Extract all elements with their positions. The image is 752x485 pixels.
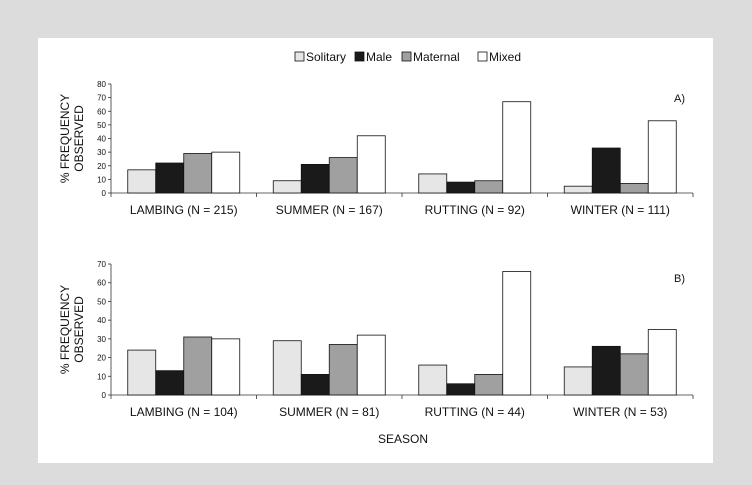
y-tick-label: 30 [97,335,106,344]
bar-male-winter [591,147,621,194]
bar-solitary-rutting [418,364,448,396]
bar-mixed-summer [356,135,386,194]
bar-solitary-winter [563,366,593,396]
legend-label-maternal: Maternal [413,50,460,64]
y-tick-label: 60 [97,107,106,116]
bar-maternal-winter [619,353,649,396]
bar-maternal-rutting [474,180,504,194]
y-axis-title-line: OBSERVED [72,296,86,363]
x-category-label: WINTER (N = 53) [573,405,667,419]
bar-solitary-summer [272,180,302,194]
y-tick-label: 10 [97,175,106,184]
x-category-label: WINTER (N = 111) [571,203,670,217]
y-tick-label: 70 [97,94,106,103]
legend-swatch-mixed [477,51,488,62]
bar-mixed-summer [356,334,386,396]
y-tick-label: 40 [97,135,106,144]
x-category-label: LAMBING (N = 104) [130,405,238,419]
bar-male-summer [300,163,330,194]
bar-maternal-lambing [183,336,213,396]
legend-swatch-solitary [294,51,305,62]
bar-maternal-summer [328,344,358,396]
chart-b: 0 10 20 30 40 50 60 70 LAMBING (N = 104) SUMMER (… [58,260,694,419]
bar-solitary-lambing [127,349,157,396]
bar-maternal-lambing [183,153,213,194]
bar-mixed-winter [647,120,677,194]
y-tick-label: 30 [97,148,106,157]
y-tick-label: 50 [97,121,106,130]
x-category-label: SUMMER (N = 81) [279,405,379,419]
x-category-label: LAMBING (N = 215) [130,203,238,217]
y-axis-title-line: % FREQUENCY [58,94,72,183]
legend-swatch-maternal [401,51,412,62]
y-tick-label: 70 [97,260,106,269]
figure-panel: Solitary Male Maternal Mixed 0 10 20 30 40 50 60 7… [38,38,713,463]
y-tick-label: 0 [102,189,107,198]
bar-male-rutting [446,181,476,194]
legend-label-solitary: Solitary [306,50,346,64]
panel-label: B) [674,273,685,285]
y-tick-label: 80 [97,80,106,89]
bar-male-lambing [155,162,185,194]
y-axis-title: % FREQUENCYOBSERVED [58,94,86,183]
bar-solitary-summer [272,340,302,396]
y-tick-label: 20 [97,354,106,363]
bar-male-winter [591,345,621,396]
y-tick-label: 10 [97,372,106,381]
legend-swatch-male [354,51,365,62]
bar-mixed-lambing [211,338,241,396]
legend-label-mixed: Mixed [489,50,521,64]
bar-male-summer [300,374,330,396]
bar-solitary-winter [563,185,593,194]
y-tick-label: 20 [97,162,106,171]
x-axis-title: SEASON [378,432,428,446]
bar-solitary-rutting [418,173,448,194]
x-category-label: RUTTING (N = 44) [425,405,525,419]
y-axis-title: % FREQUENCYOBSERVED [58,285,86,374]
x-category-label: RUTTING (N = 92) [425,203,525,217]
chart-a: 0 10 20 30 40 50 60 70 80 LAMBING (N = 215) SUMMER… [58,80,694,217]
bar-male-lambing [155,370,185,396]
bar-mixed-rutting [502,101,532,194]
bar-mixed-winter [647,329,677,396]
y-axis-title-line: OBSERVED [72,105,86,172]
legend: Solitary Male Maternal Mixed [294,50,521,64]
bar-male-rutting [446,383,476,396]
bar-maternal-rutting [474,374,504,396]
legend-label-male: Male [366,50,392,64]
bar-solitary-lambing [127,169,157,194]
y-tick-label: 40 [97,316,106,325]
bar-maternal-winter [619,183,649,194]
bar-maternal-summer [328,157,358,194]
y-axis-title-line: % FREQUENCY [58,285,72,374]
figure-svg: Solitary Male Maternal Mixed 0 10 20 30 40 50 60 7… [58,50,694,446]
panel-label: A) [674,93,685,105]
y-tick-label: 0 [102,391,107,400]
x-category-label: SUMMER (N = 167) [276,203,383,217]
bar-mixed-rutting [502,271,532,396]
y-tick-label: 60 [97,279,106,288]
bar-mixed-lambing [211,151,241,194]
y-tick-label: 50 [97,297,106,306]
